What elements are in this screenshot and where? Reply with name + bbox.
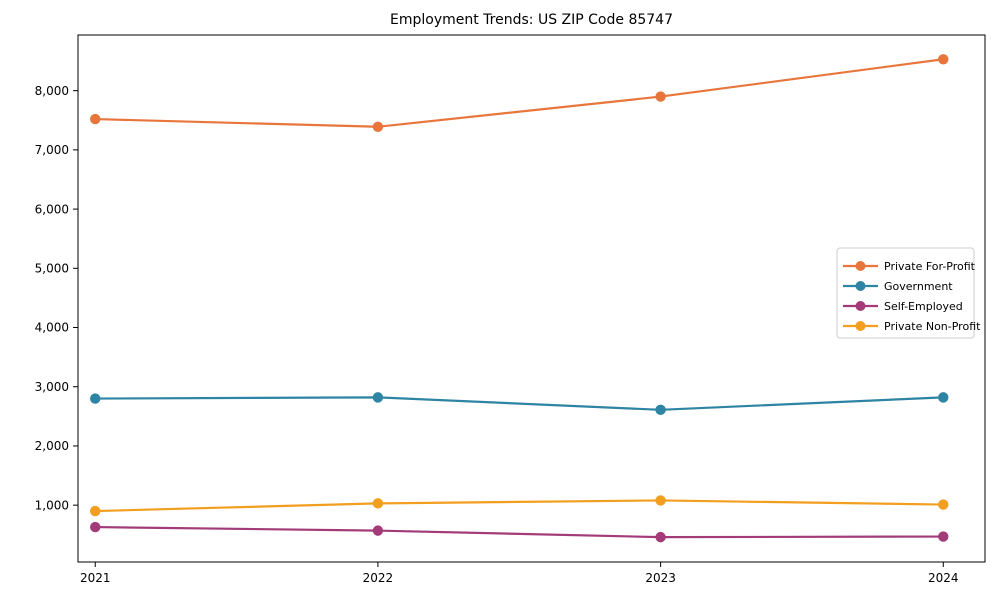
data-point-private-non-profit-2024 <box>938 499 949 510</box>
series-line-private-non-profit <box>95 499 944 513</box>
y-tick-label: 8,000 <box>35 84 69 98</box>
data-point-private-for-profit-2024 <box>938 54 949 65</box>
legend-marker-private-for-profit <box>855 261 866 271</box>
legend-label-private-for-profit: Private For-Profit <box>884 260 976 273</box>
data-point-government-2021 <box>90 393 101 404</box>
x-tick-label: 2024 <box>928 571 959 585</box>
legend: Private For-Profit Government Self-Employe… <box>836 247 981 339</box>
data-point-self-employed-2023 <box>655 531 666 543</box>
legend-label-private-non-profit: Private Non-Profit <box>884 320 981 333</box>
y-tick-label: 3,000 <box>35 380 69 394</box>
data-point-private-for-profit-2023 <box>655 91 666 102</box>
legend-marker-self-employed <box>855 301 866 311</box>
data-point-private-for-profit-2022 <box>372 121 384 132</box>
legend-item: Government <box>843 280 953 293</box>
data-point-private-non-profit-2021 <box>90 505 101 517</box>
y-tick-label: 5,000 <box>35 262 69 276</box>
y-tick-label: 4,000 <box>35 321 69 335</box>
x-tick-label: 2021 <box>80 571 111 585</box>
chart-title: Employment Trends: US ZIP Code 85747 <box>390 12 673 28</box>
series-line-self-employed <box>95 525 944 539</box>
data-point-self-employed-2022 <box>372 525 384 536</box>
data-point-government-2023 <box>655 404 666 416</box>
legend-label-self-employed: Self-Employed <box>884 300 963 313</box>
legend-item: Private For-Profit <box>843 260 976 273</box>
legend-box <box>836 247 975 339</box>
y-tick-label: 1,000 <box>35 498 69 512</box>
y-tick-label: 6,000 <box>35 202 69 216</box>
legend-label-government: Government <box>884 280 953 293</box>
data-point-private-non-profit-2022 <box>372 498 384 509</box>
y-tick-label: 7,000 <box>35 143 69 157</box>
data-point-self-employed-2024 <box>938 531 949 542</box>
data-point-government-2022 <box>372 392 384 403</box>
legend-marker-private-non-profit <box>855 321 866 331</box>
x-tick-label: 2022 <box>363 571 394 585</box>
legend-item: Self-Employed <box>843 300 963 313</box>
legend-marker-government <box>855 281 866 291</box>
series-line-government <box>95 396 944 411</box>
data-point-private-non-profit-2023 <box>655 495 666 506</box>
legend-item: Private Non-Profit <box>843 320 981 333</box>
data-point-government-2024 <box>938 392 949 403</box>
data-point-self-employed-2021 <box>90 521 101 533</box>
data-point-private-for-profit-2021 <box>90 113 101 125</box>
plot-border <box>77 34 986 563</box>
x-tick-label: 2023 <box>645 571 676 585</box>
y-tick-label: 2,000 <box>35 439 69 453</box>
series-line-private-for-profit <box>95 58 944 128</box>
